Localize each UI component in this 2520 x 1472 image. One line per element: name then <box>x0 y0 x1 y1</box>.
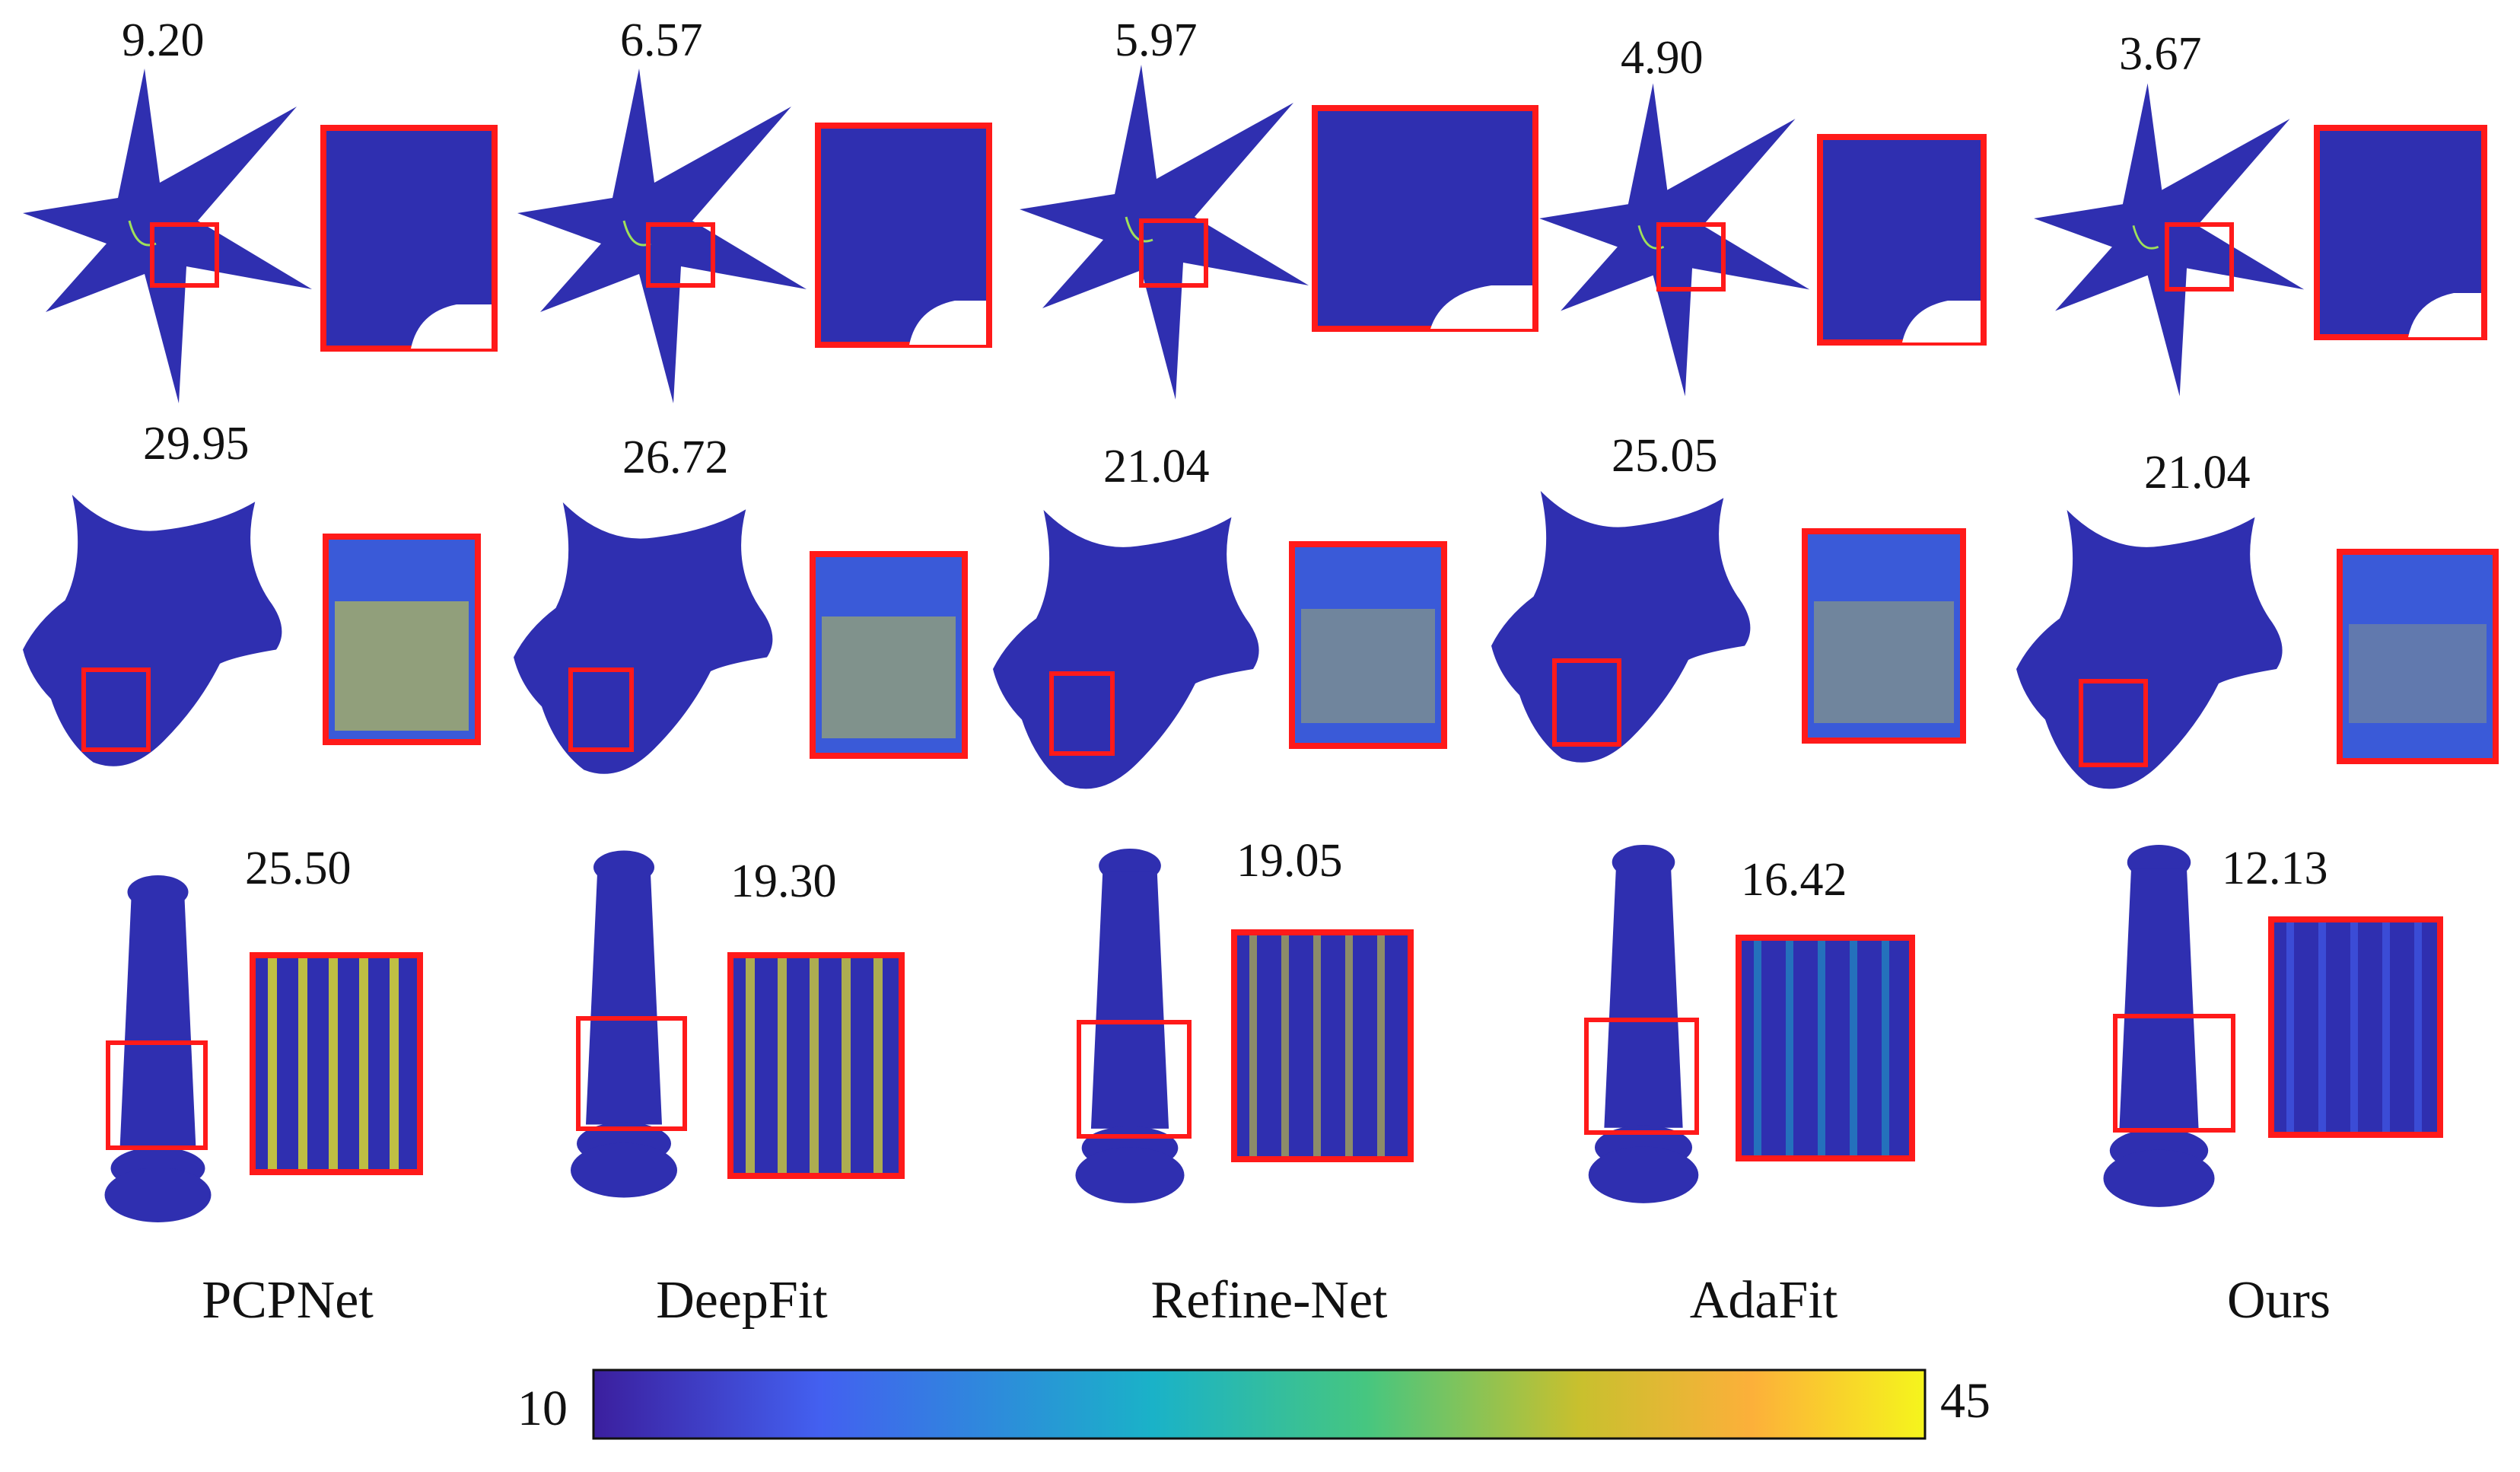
score-column-pcpnet: 25.50 <box>245 843 352 894</box>
colorbar-max-label: 45 <box>1940 1373 1990 1429</box>
row-star <box>23 63 2487 405</box>
method-label-adafit: AdaFit <box>1689 1271 1838 1330</box>
score-capital-pcpnet: 29.95 <box>143 418 250 470</box>
method-label-ours: Ours <box>2226 1271 2331 1330</box>
row-capital <box>23 491 2499 789</box>
score-star-pcpnet: 9.20 <box>122 14 205 66</box>
score-capital-ours: 21.04 <box>2144 447 2251 499</box>
panel-star-ours <box>2032 81 2487 398</box>
panel-star-deepfit <box>517 67 992 405</box>
panel-capital-ours <box>2016 510 2499 789</box>
colorbar <box>592 1368 1927 1440</box>
method-label-pcpnet: PCPNet <box>202 1271 374 1330</box>
score-capital-deepfit: 26.72 <box>622 432 729 483</box>
panel-column-ours <box>2103 845 2443 1207</box>
score-column-refinenet: 19.05 <box>1236 835 1343 887</box>
method-label-refinenet: Refine-Net <box>1150 1271 1388 1330</box>
panel-column-refinenet <box>1075 849 1414 1203</box>
panel-column-deepfit <box>571 850 905 1198</box>
score-star-deepfit: 6.57 <box>620 14 703 66</box>
score-capital-refinenet: 21.04 <box>1103 441 1210 492</box>
panel-capital-adafit <box>1491 491 1966 763</box>
score-column-adafit: 16.42 <box>1741 854 1847 906</box>
panel-column-adafit <box>1584 845 1915 1203</box>
panel-star-refinenet <box>1020 63 1538 401</box>
score-star-ours: 3.67 <box>2119 28 2202 80</box>
score-capital-adafit: 25.05 <box>1612 430 1718 482</box>
score-column-ours: 12.13 <box>2222 843 2328 894</box>
score-star-refinenet: 5.97 <box>1115 14 1198 66</box>
score-column-deepfit: 19.30 <box>730 855 837 907</box>
panel-star-pcpnet <box>23 67 498 405</box>
method-label-deepfit: DeepFit <box>656 1271 828 1330</box>
panel-capital-pcpnet <box>23 495 481 766</box>
panel-capital-deepfit <box>514 502 968 774</box>
panel-star-adafit <box>1538 81 1987 398</box>
colorbar-min-label: 10 <box>517 1381 568 1436</box>
panel-capital-refinenet <box>993 510 1447 789</box>
panel-column-pcpnet <box>104 875 423 1222</box>
row-column <box>104 845 2443 1222</box>
score-star-adafit: 4.90 <box>1621 32 1704 84</box>
